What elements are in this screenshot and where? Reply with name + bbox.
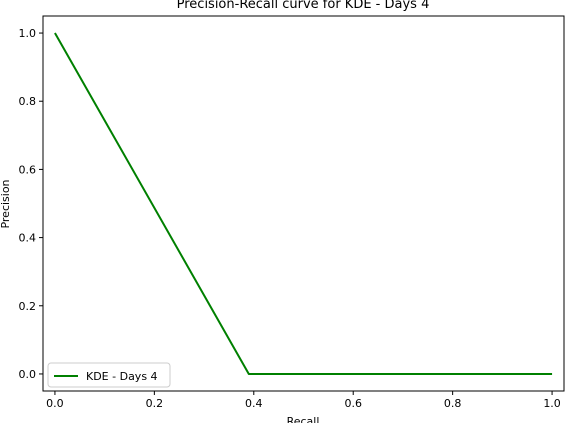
- x-tick-label: 0.8: [444, 397, 462, 410]
- legend: KDE - Days 4: [47, 362, 171, 388]
- y-tick-label: 0.4: [19, 232, 37, 245]
- x-tick-label: 0.6: [344, 397, 362, 410]
- y-tick-label: 0.2: [19, 300, 37, 313]
- legend-box: [47, 362, 171, 388]
- x-tick-label: 0.0: [46, 397, 64, 410]
- chart-title: Precision-Recall curve for KDE - Days 4: [177, 0, 430, 12]
- y-tick-label: 0.6: [19, 163, 37, 176]
- x-tick-label: 1.0: [543, 397, 561, 410]
- series-layer: [54, 32, 553, 375]
- plot-area-frame: [42, 15, 565, 392]
- y-tick-label: 0.8: [19, 95, 37, 108]
- x-axis: 0.0 0.2 0.4 0.6 0.8 1.0: [46, 391, 561, 410]
- y-tick-label: 1.0: [19, 27, 37, 40]
- x-tick-label: 0.2: [146, 397, 164, 410]
- series-line-0: [54, 32, 553, 375]
- x-tick-label: 0.4: [245, 397, 263, 410]
- legend-label: KDE - Days 4: [86, 370, 158, 383]
- x-axis-label: Recall: [287, 415, 320, 423]
- y-axis-label: Precision: [0, 179, 12, 228]
- y-tick-label: 0.0: [19, 368, 37, 381]
- y-axis: 0.0 0.2 0.4 0.6 0.8 1.0: [19, 27, 43, 381]
